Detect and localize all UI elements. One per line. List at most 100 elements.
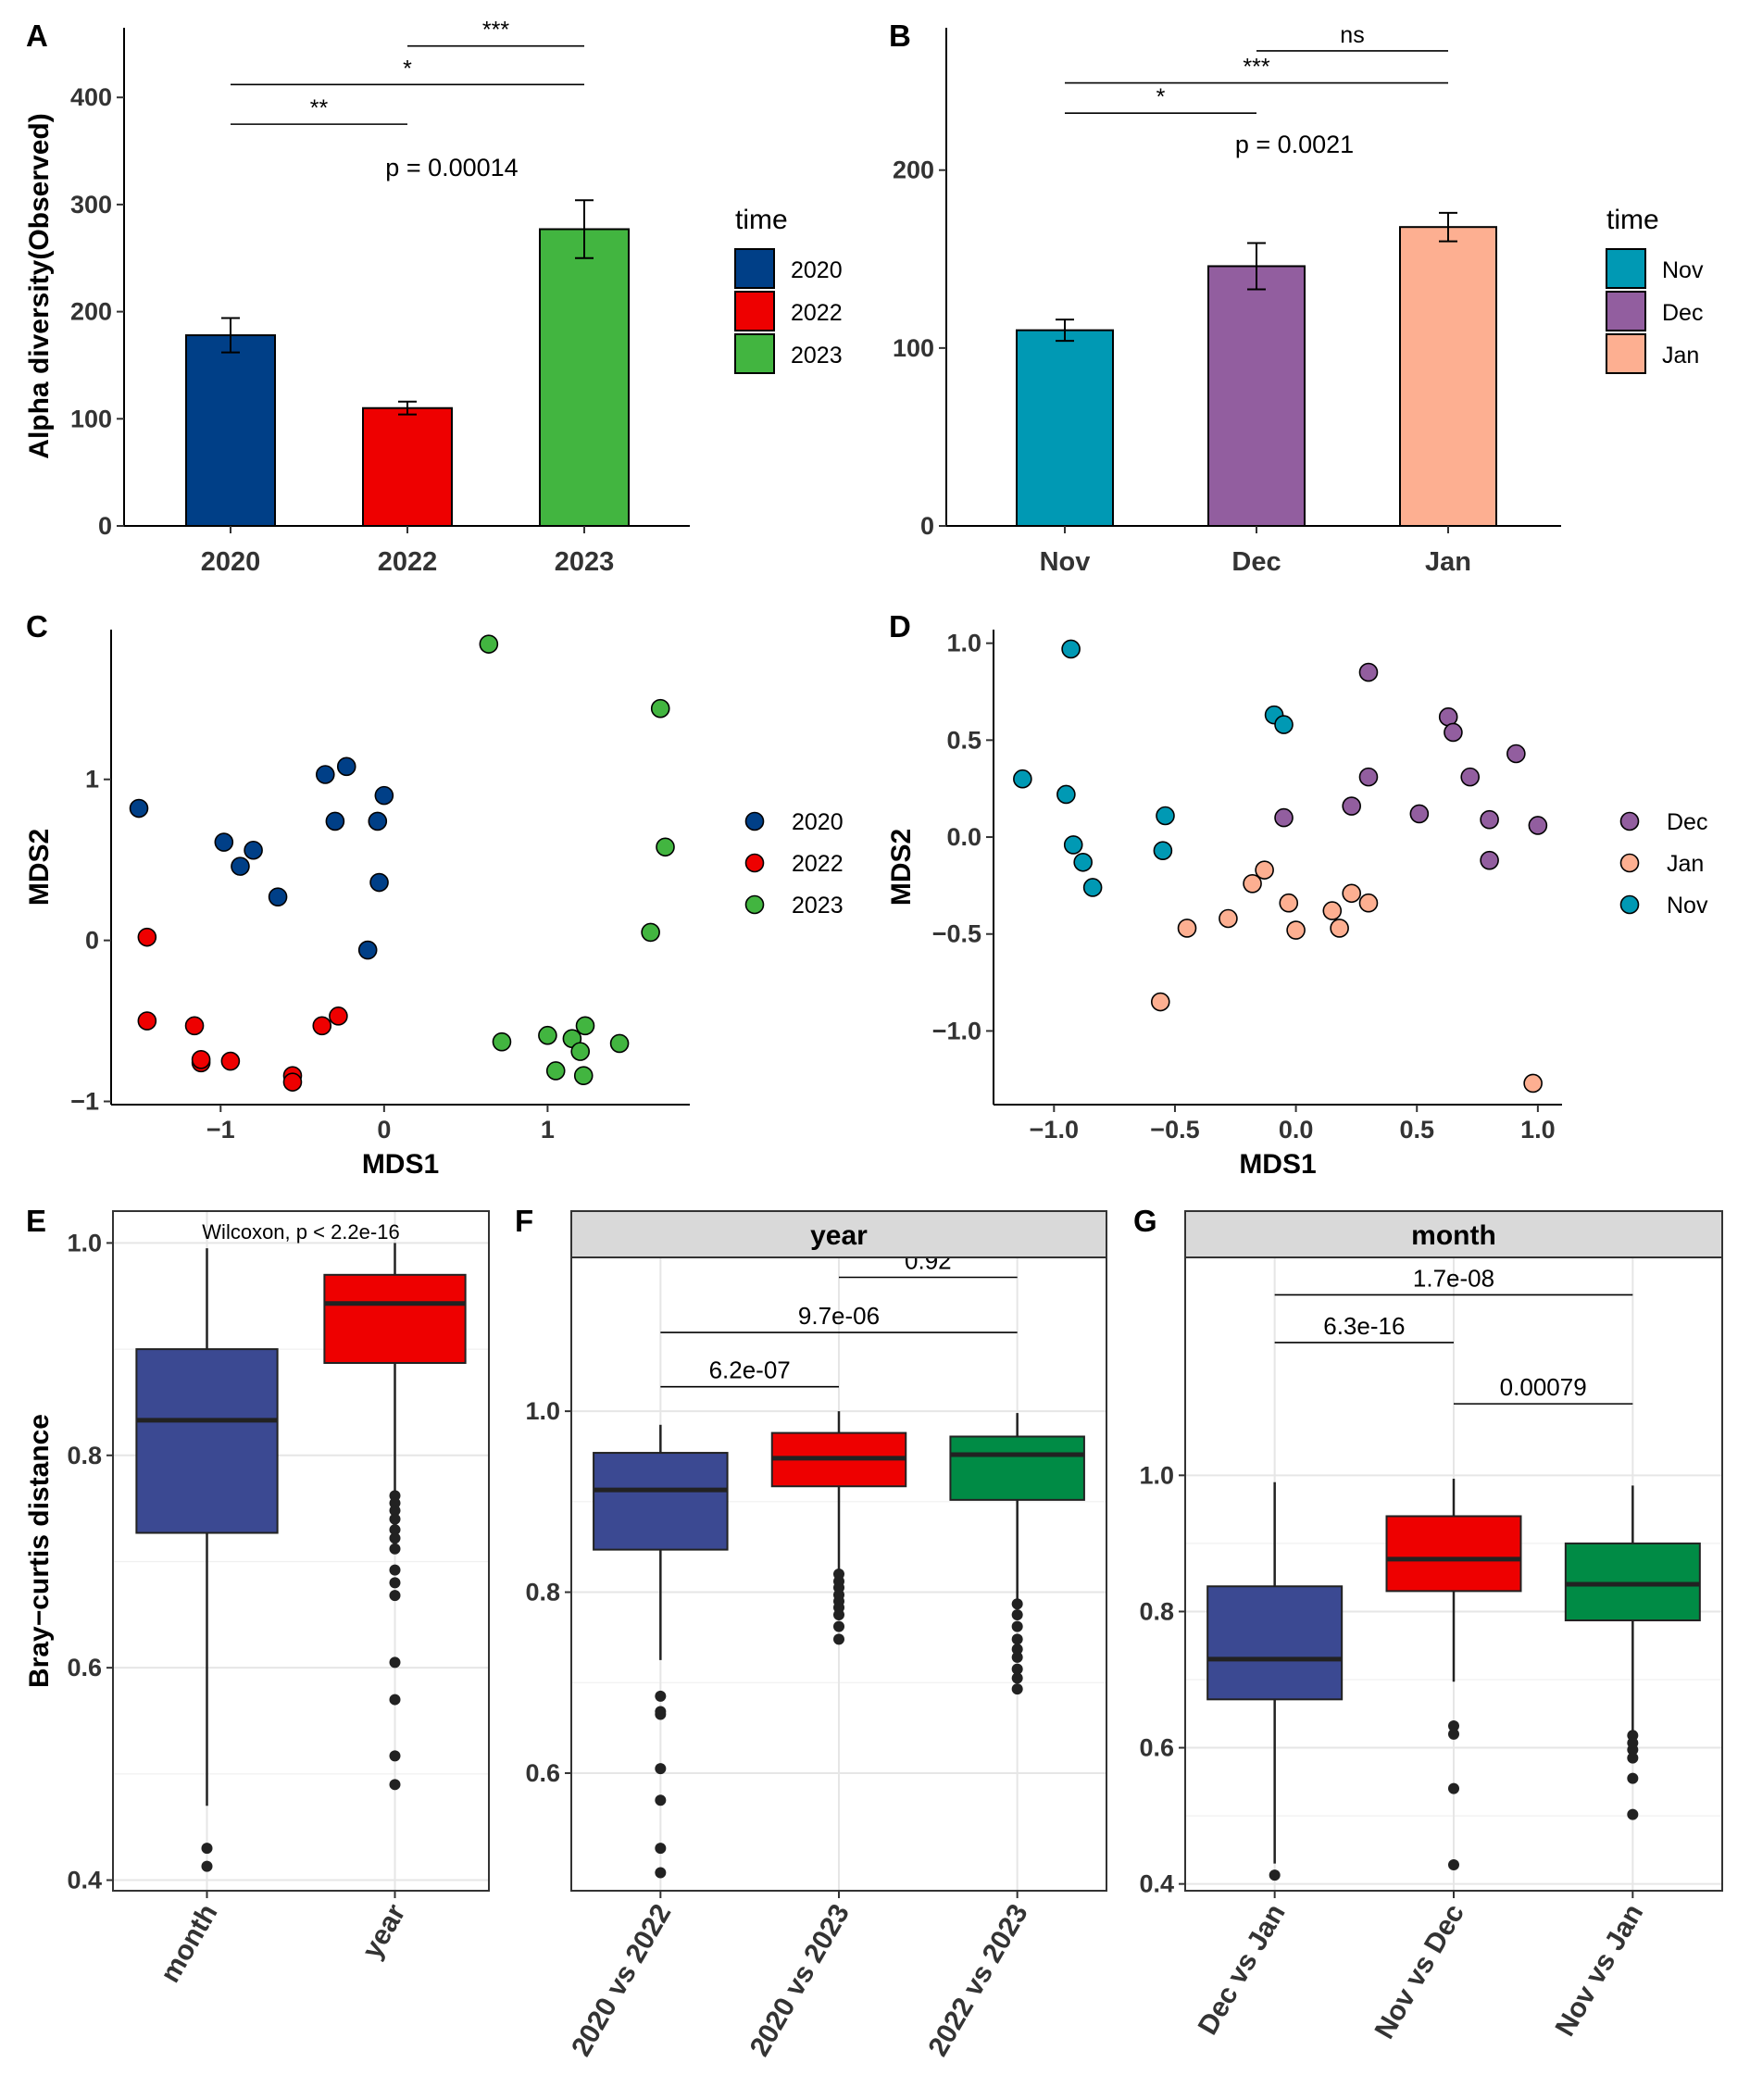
point-2023	[570, 1042, 591, 1061]
point-Nov	[1153, 841, 1173, 861]
outlier-point	[1011, 1598, 1023, 1610]
point-2023	[656, 837, 675, 857]
outlier-point	[389, 1505, 401, 1517]
outlier-point	[1011, 1608, 1023, 1620]
outlier-point	[389, 1656, 401, 1669]
outlier-point	[655, 1794, 667, 1806]
y-tick-label: 0.6	[67, 1654, 102, 1681]
panel-e: 0.4 0.6 0.8 1.0 month year Wilcoxon, p < 2.2e-…	[24, 1210, 490, 1988]
point-2020	[214, 832, 234, 852]
point-Dec	[1460, 767, 1481, 787]
x-tick-label: Nov vs Jan	[1550, 1899, 1650, 2042]
y-tick-label: 0.0	[946, 823, 981, 851]
outlier-point	[1011, 1651, 1023, 1663]
panel-label-b: B	[889, 19, 911, 53]
y-axis-title: MDS2	[24, 829, 55, 906]
y-tick-label: 1.0	[67, 1229, 102, 1256]
outlier-point	[389, 1564, 401, 1576]
comparison-label: ***	[482, 18, 509, 44]
bar-Jan	[1399, 226, 1497, 527]
point-Jan	[1150, 992, 1170, 1012]
outlier-point	[389, 1577, 401, 1589]
box-month	[135, 1348, 279, 1534]
y-tick-label: 1.0	[1139, 1461, 1174, 1489]
outlier-point	[1011, 1644, 1023, 1656]
y-tick-label: 300	[70, 191, 112, 219]
point-Jan	[1243, 873, 1262, 894]
p-value-label: p = 0.0021	[1235, 131, 1354, 158]
legend-marker	[1619, 853, 1640, 873]
outlier-point	[389, 1543, 401, 1555]
legend-label: Nov	[1662, 257, 1704, 283]
point-Dec	[1409, 804, 1430, 824]
outlier-point	[1448, 1859, 1459, 1871]
point-Nov	[1073, 852, 1093, 872]
y-axis-title: Alpha diversity(Observed)	[24, 113, 55, 458]
x-tick-label: 2022	[378, 547, 438, 577]
y-tick-label: 0	[98, 512, 112, 540]
x-tick-label: year	[356, 1899, 412, 1964]
outlier-point	[833, 1620, 844, 1632]
panel-label-f: F	[515, 1204, 533, 1238]
point-Dec	[1358, 767, 1379, 787]
outlier-point	[1011, 1683, 1023, 1695]
x-tick-label: −1	[206, 1116, 235, 1144]
outlier-point	[389, 1694, 401, 1706]
y-tick-label: 0.8	[67, 1442, 102, 1469]
point-2022	[282, 1072, 303, 1092]
x-axis-title: MDS1	[362, 1149, 439, 1180]
comparison-label: **	[310, 95, 329, 121]
bar-Dec	[1207, 265, 1306, 527]
point-Jan	[1219, 908, 1238, 929]
outlier-point	[1011, 1672, 1023, 1684]
facet-strip-label: year	[810, 1220, 868, 1251]
outlier-point	[655, 1867, 667, 1879]
legend-swatch	[734, 291, 775, 331]
outlier-point	[1448, 1720, 1459, 1732]
legend-marker	[744, 811, 765, 831]
y-tick-label: 200	[70, 298, 112, 326]
comparison-label: 0.00079	[1500, 1373, 1587, 1401]
comparison-label: *	[403, 56, 412, 81]
outlier-point	[1627, 1808, 1639, 1820]
outlier-point	[1627, 1752, 1639, 1764]
outlier-point	[655, 1708, 667, 1720]
point-Dec	[1274, 807, 1294, 828]
x-tick-label: Dec vs Jan	[1193, 1899, 1292, 2040]
point-Nov	[1056, 784, 1076, 805]
comparison-label: 6.2e-07	[709, 1356, 791, 1384]
box-Dec vs Jan	[1206, 1585, 1344, 1701]
point-2023	[650, 698, 670, 719]
bar-Nov	[1016, 329, 1114, 527]
box-2020 vs 2022	[593, 1452, 729, 1551]
panel-g: 0.4 0.6 0.8 1.0 Dec vs Jan Nov vs Dec Nov vs J…	[1139, 1210, 1723, 2044]
point-2020	[244, 840, 263, 860]
point-Jan	[1255, 860, 1274, 880]
outlier-point	[655, 1690, 667, 1702]
legend-label: 2022	[792, 851, 844, 877]
outlier-point	[389, 1750, 401, 1762]
point-2022	[137, 1011, 157, 1031]
outlier-point	[389, 1532, 401, 1544]
panel-label-d: D	[889, 609, 911, 644]
y-tick-label: 400	[70, 83, 112, 111]
x-axis-title: MDS1	[1239, 1149, 1316, 1180]
point-2020	[357, 940, 378, 960]
point-2023	[538, 1025, 557, 1045]
legend-marker	[1619, 811, 1640, 831]
outlier-point	[389, 1779, 401, 1791]
bar-2023	[539, 228, 630, 527]
point-2022	[312, 1016, 332, 1036]
p-value-label: p = 0.00014	[385, 154, 518, 181]
x-tick-label: 2022 vs 2023	[922, 1899, 1033, 2061]
outlier-point	[833, 1608, 844, 1620]
y-axis-title: MDS2	[886, 829, 917, 906]
comparison-label: ns	[1340, 22, 1364, 48]
point-Jan	[1358, 893, 1379, 913]
comparison-label: 9.7e-06	[798, 1302, 880, 1330]
y-tick-label: 100	[893, 334, 934, 362]
point-2020	[129, 798, 149, 819]
point-Nov	[1013, 769, 1032, 789]
